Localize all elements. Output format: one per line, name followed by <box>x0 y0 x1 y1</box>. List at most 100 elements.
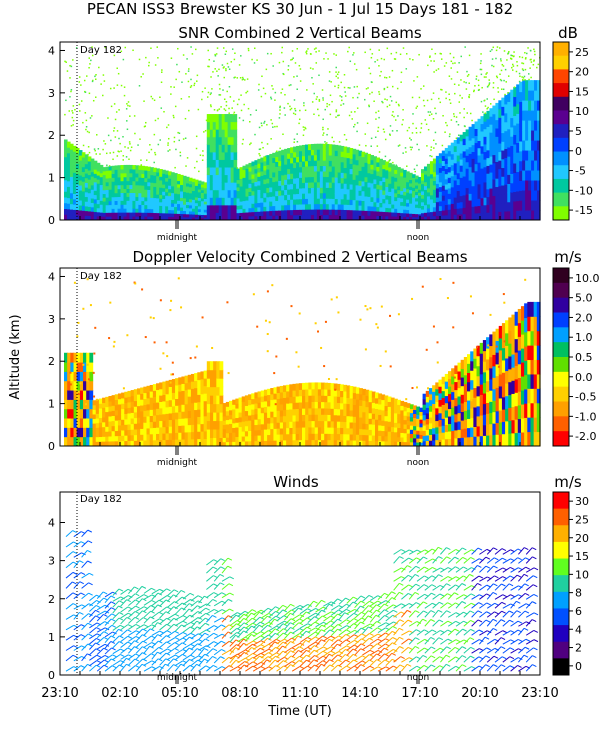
snr-cell <box>379 206 383 212</box>
doppler-cell <box>384 415 389 422</box>
wind-barb <box>65 603 78 610</box>
snr-cell <box>373 188 377 194</box>
doppler-cell <box>95 399 100 405</box>
snr-speckle <box>317 108 319 111</box>
doppler-cell <box>406 407 411 413</box>
doppler-cell <box>467 372 471 383</box>
doppler-cell <box>209 429 214 439</box>
snr-cell <box>66 141 71 148</box>
doppler-cell <box>343 384 348 392</box>
doppler-cell <box>171 425 176 434</box>
doppler-cell <box>527 388 532 404</box>
snr-speckle <box>383 87 386 90</box>
snr-cell <box>382 185 386 191</box>
snr-cell <box>429 207 434 213</box>
snr-cell <box>236 216 241 221</box>
snr-speckle <box>303 104 305 107</box>
snr-speckle <box>377 110 380 112</box>
snr-cell <box>203 182 208 186</box>
doppler-cell <box>505 383 509 397</box>
snr-cell <box>415 213 419 218</box>
snr-speckle <box>468 54 471 57</box>
colorbar-swatch <box>553 312 569 328</box>
snr-cell <box>123 180 128 186</box>
doppler-cell <box>98 408 103 414</box>
snr-cell <box>239 178 244 183</box>
snr-speckle <box>411 132 414 134</box>
snr-cell <box>153 205 157 210</box>
doppler-cell <box>365 395 370 402</box>
snr-cell <box>188 186 193 191</box>
snr-speckle <box>124 46 127 49</box>
doppler-cell <box>378 409 382 415</box>
doppler-cell <box>333 408 338 416</box>
doppler-speckle <box>524 278 527 281</box>
snr-cell <box>197 197 202 201</box>
snr-cell <box>218 189 223 198</box>
snr-speckle <box>350 111 353 113</box>
doppler-cell <box>136 434 141 441</box>
doppler-cell <box>368 390 373 397</box>
snr-speckle <box>369 93 371 95</box>
snr-cell <box>319 176 324 183</box>
snr-cell <box>72 177 77 184</box>
snr-cell <box>132 165 137 170</box>
snr-cell <box>426 203 431 209</box>
colorbar-swatch <box>553 55 569 70</box>
doppler-speckle <box>268 321 271 324</box>
doppler-cell <box>441 397 446 405</box>
snr-cell <box>352 169 357 175</box>
snr-speckle <box>260 122 263 124</box>
snr-cell <box>382 211 386 217</box>
snr-cell <box>218 159 223 168</box>
snr-cell <box>281 199 285 206</box>
snr-cell <box>322 192 327 199</box>
snr-cell <box>355 214 360 221</box>
snr-cell <box>388 203 392 209</box>
snr-cell <box>93 186 98 191</box>
doppler-cell <box>305 382 309 390</box>
doppler-cell <box>114 435 119 442</box>
doppler-speckle <box>159 299 162 302</box>
doppler-cell <box>102 397 106 404</box>
snr-cell <box>191 181 196 186</box>
snr-cell <box>406 174 410 179</box>
snr-cell <box>418 198 422 203</box>
snr-speckle <box>302 126 305 128</box>
snr-cell <box>322 171 327 177</box>
snr-cell <box>498 160 502 170</box>
snr-cell <box>290 178 294 185</box>
snr-cell <box>409 176 413 181</box>
snr-speckle <box>250 142 252 144</box>
snr-speckle <box>160 107 163 109</box>
snr-speckle <box>88 66 90 69</box>
doppler-cell <box>457 395 462 405</box>
doppler-cell <box>159 388 163 396</box>
snr-cell <box>426 187 431 193</box>
snr-cell <box>429 169 434 175</box>
snr-speckle <box>533 60 535 62</box>
doppler-cell <box>244 420 249 427</box>
doppler-cell <box>168 412 173 421</box>
snr-speckle <box>225 69 227 72</box>
snr-speckle <box>284 93 286 96</box>
snr-cell <box>537 150 541 161</box>
snr-speckle <box>182 138 185 140</box>
doppler-cell <box>454 397 459 407</box>
snr-speckle <box>195 48 197 51</box>
doppler-cell <box>257 424 262 431</box>
snr-cell <box>510 98 514 109</box>
doppler-cell <box>187 374 192 383</box>
snr-cell <box>263 188 267 194</box>
doppler-cell <box>133 423 138 430</box>
doppler-cell <box>457 379 462 389</box>
doppler-cell <box>159 439 163 447</box>
snr-cell <box>322 214 327 221</box>
snr-speckle <box>502 65 505 67</box>
snr-cell <box>337 198 342 205</box>
snr-cell <box>313 214 318 221</box>
doppler-cell <box>114 394 119 400</box>
snr-cell <box>444 194 449 200</box>
doppler-cell <box>98 427 103 433</box>
doppler-cell <box>206 378 211 388</box>
